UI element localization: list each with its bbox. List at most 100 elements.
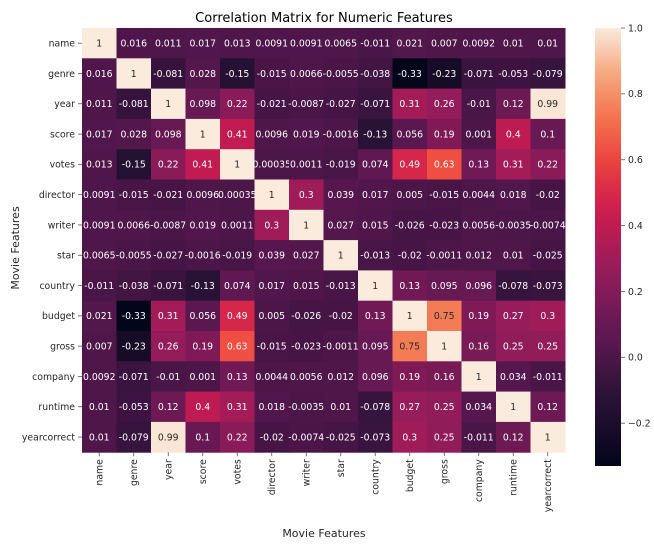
heatmap-cell-runtime-score xyxy=(185,391,221,423)
cell-value-label: -0.025 xyxy=(326,432,356,443)
cell-value-label: -0.078 xyxy=(498,281,528,292)
cell-value-label: -0.0016 xyxy=(185,251,221,262)
cell-value-label: 0.096 xyxy=(362,372,389,383)
heatmap-cell-director-gross xyxy=(427,179,462,211)
cell-value-label: 0.0092 xyxy=(462,38,495,49)
heatmap-cell-runtime-budget xyxy=(392,391,428,423)
cell-value-label: 0.096 xyxy=(465,281,492,292)
cell-value-label: -0.027 xyxy=(326,99,356,110)
heatmap-cell-genre-yearcorrect xyxy=(530,58,566,90)
cell-value-label: 0.12 xyxy=(537,402,558,413)
cell-value-label: 1 xyxy=(131,69,137,80)
heatmap-cell-yearcorrect-year xyxy=(151,421,186,453)
heatmap-cell-year-star xyxy=(323,88,359,120)
heatmap-cell-year-country xyxy=(358,88,393,120)
heatmap-cell-runtime-gross xyxy=(427,391,462,423)
cell-value-label: -0.02 xyxy=(398,251,422,262)
heatmap-cell-votes-runtime xyxy=(496,149,531,180)
heatmap-cell-runtime-genre xyxy=(116,391,152,423)
heatmap-cell-yearcorrect-star xyxy=(323,421,359,453)
heatmap-cell-star-score xyxy=(185,240,221,271)
heatmap-cell-director-year xyxy=(151,179,186,211)
cell-value-label: 1 xyxy=(372,281,378,292)
cell-value-label: 0.75 xyxy=(434,311,455,322)
heatmap-cell-yearcorrect-writer xyxy=(289,421,324,453)
heatmap-cell-name-company xyxy=(461,28,497,59)
colorbar-tick-label: 0.8 xyxy=(628,89,643,100)
cell-value-label: -0.33 xyxy=(122,311,146,322)
cell-value-label: 0.31 xyxy=(227,402,248,413)
cell-value-label: -0.021 xyxy=(257,99,287,110)
heatmap-cell-director-genre xyxy=(116,179,152,211)
heatmap-cell-star-star xyxy=(323,240,359,271)
cell-value-label: -0.027 xyxy=(153,251,183,262)
y-tick-label-writer: writer xyxy=(48,220,75,231)
cell-value-label: -0.023 xyxy=(429,220,459,231)
cell-value-label: 0.41 xyxy=(227,129,248,140)
cell-value-label: 1 xyxy=(338,251,344,262)
heatmap-cell-star-director xyxy=(254,240,290,271)
cell-value-label: 0.3 xyxy=(540,311,555,322)
heatmap-cell-runtime-company xyxy=(461,391,497,423)
heatmap-cell-gross-director xyxy=(254,331,290,362)
heatmap-cell-runtime-director xyxy=(254,391,290,423)
cell-value-label: 0.074 xyxy=(224,281,251,292)
heatmap-cell-writer-genre xyxy=(116,209,152,241)
x-tick-label-genre: genre xyxy=(129,459,140,486)
heatmap-cell-director-name xyxy=(82,179,117,211)
heatmap-cell-genre-gross xyxy=(427,58,462,90)
heatmap-cell-director-star xyxy=(323,179,359,211)
heatmap-cell-gross-genre xyxy=(116,331,152,362)
heatmap-cell-name-yearcorrect xyxy=(530,28,566,59)
cell-value-label: 1 xyxy=(441,341,447,352)
cell-value-label: 0.034 xyxy=(465,402,492,413)
heatmap-cell-director-budget xyxy=(392,179,428,211)
heatmap-cell-company-writer xyxy=(289,361,324,393)
heatmap-cell-country-writer xyxy=(289,270,324,302)
colorbar-tick-label: 1.0 xyxy=(628,23,643,34)
heatmap-cell-name-budget xyxy=(392,28,428,59)
cell-value-label: 0.005 xyxy=(396,190,423,201)
heatmap-cell-name-star xyxy=(323,28,359,59)
heatmap-cell-name-country xyxy=(358,28,393,59)
cell-value-label: 0.31 xyxy=(503,160,524,171)
heatmap-cell-director-yearcorrect xyxy=(530,179,566,211)
heatmap-cell-yearcorrect-genre xyxy=(116,421,152,453)
heatmap-cell-writer-votes xyxy=(220,209,255,241)
heatmap-cell-votes-name xyxy=(82,149,117,180)
heatmap-cell-yearcorrect-company xyxy=(461,421,497,453)
heatmap-cell-votes-budget xyxy=(392,149,428,180)
heatmap-cell-budget-year xyxy=(151,300,186,332)
heatmap-cell-star-name xyxy=(82,240,117,271)
cell-value-label: 0.99 xyxy=(158,432,179,443)
y-tick-label-year: year xyxy=(54,99,75,110)
heatmap-cell-runtime-writer xyxy=(289,391,324,423)
cell-value-label: 0.13 xyxy=(365,311,386,322)
cell-value-label: 0.13 xyxy=(468,160,489,171)
cell-value-label: 0.056 xyxy=(189,311,216,322)
heatmap-cell-name-votes xyxy=(220,28,255,59)
heatmap-cell-budget-star xyxy=(323,300,359,332)
heatmap-cell-writer-company xyxy=(461,209,497,241)
heatmap-cell-budget-director xyxy=(254,300,290,332)
cell-value-label: -0.015 xyxy=(257,341,287,352)
cell-value-label: 0.015 xyxy=(293,281,320,292)
cell-value-label: -0.078 xyxy=(360,402,390,413)
x-tick-label-director: director xyxy=(267,459,278,495)
heatmap-cell-director-country xyxy=(358,179,393,211)
cell-value-label: -0.081 xyxy=(119,99,149,110)
cell-value-label: -0.0074 xyxy=(530,220,566,231)
cell-value-label: 0.0091 xyxy=(83,190,116,201)
colorbar-tick-label: 0.6 xyxy=(628,155,643,166)
cell-value-label: 0.0066 xyxy=(290,69,323,80)
heatmap-cell-genre-country xyxy=(358,58,393,90)
heatmap-cell-gross-writer xyxy=(289,331,324,362)
heatmap-cell-country-gross xyxy=(427,270,462,302)
heatmap-cell-genre-year xyxy=(151,58,186,90)
colorbar-tick-label: 0.2 xyxy=(628,287,643,298)
x-tick-label-score: score xyxy=(198,459,209,484)
cell-value-label: 0.0096 xyxy=(186,190,219,201)
heatmap-cell-score-budget xyxy=(392,118,428,150)
heatmap-cell-company-yearcorrect xyxy=(530,361,566,393)
heatmap-cell-score-director xyxy=(254,118,290,150)
